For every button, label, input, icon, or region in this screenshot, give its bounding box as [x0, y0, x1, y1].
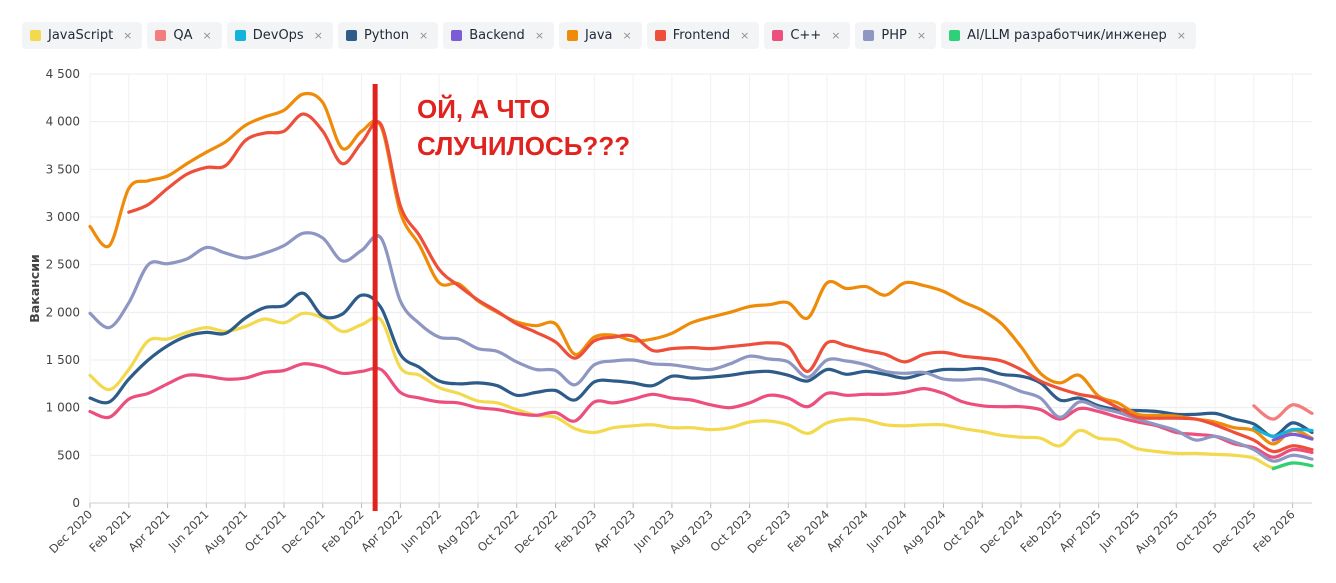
legend-swatch	[567, 30, 579, 41]
series-line-java[interactable]	[88, 91, 1314, 446]
x-tick-label: Feb 2022	[319, 507, 367, 555]
legend-label: AI/LLM разработчик/инженер	[967, 28, 1167, 43]
legend-chip-devops[interactable]: DevOps ×	[226, 22, 333, 49]
legend-label: Java	[585, 28, 613, 43]
legend-swatch	[654, 30, 666, 41]
x-tick-label: Feb 2024	[785, 507, 833, 555]
remove-series-icon[interactable]: ×	[1176, 29, 1186, 42]
annotation-text-line-1: ОЙ, А ЧТО	[417, 94, 550, 124]
legend-label: DevOps	[252, 28, 304, 43]
legend-chip-php[interactable]: PHP ×	[855, 22, 937, 49]
legend-chip-python[interactable]: Python ×	[337, 22, 439, 49]
y-tick-label: 0	[72, 496, 80, 510]
y-axis-label: Вакансии	[27, 254, 42, 322]
y-tick-label: 4 000	[46, 115, 80, 129]
series-lines	[88, 91, 1314, 471]
annotation-text-line-2: СЛУЧИЛОСЬ???	[417, 131, 630, 161]
legend-chip-ai-llm-разработчик-инженер[interactable]: AI/LLM разработчик/инженер ×	[941, 22, 1196, 49]
series-line-php[interactable]	[88, 231, 1314, 463]
series-line-c[interactable]	[88, 362, 1314, 459]
x-tick-label: Feb 2026	[1250, 507, 1298, 555]
legend-chip-java[interactable]: Java ×	[559, 22, 642, 49]
annotation: ОЙ, А ЧТО СЛУЧИЛОСЬ???	[372, 84, 630, 511]
x-tick-label: Apr 2024	[824, 507, 871, 554]
legend-label: Frontend	[672, 28, 731, 43]
legend-chip-qa[interactable]: QA ×	[147, 22, 222, 49]
x-tick-label: Apr 2021	[125, 507, 172, 554]
legend-label: PHP	[881, 28, 907, 43]
remove-series-icon[interactable]: ×	[916, 29, 927, 42]
y-tick-label: 2 500	[46, 258, 80, 272]
x-tick-label: Feb 2023	[552, 507, 600, 555]
legend-label: C++	[790, 28, 822, 43]
legend-label: Backend	[469, 28, 525, 43]
remove-series-icon[interactable]: ×	[831, 29, 841, 42]
series-line-qa[interactable]	[1252, 403, 1314, 421]
legend-swatch	[949, 30, 961, 41]
series-line-python[interactable]	[88, 291, 1314, 438]
x-tick-label: Apr 2023	[591, 507, 638, 554]
remove-series-icon[interactable]: ×	[202, 29, 212, 42]
legend-swatch	[30, 30, 41, 41]
remove-series-icon[interactable]: ×	[622, 29, 632, 42]
legend-swatch	[863, 30, 875, 41]
legend-swatch	[345, 30, 357, 41]
legend-swatch	[155, 30, 167, 41]
legend-chip-c[interactable]: C++ ×	[764, 22, 851, 49]
remove-series-icon[interactable]: ×	[313, 29, 323, 42]
x-tick-label: Feb 2021	[86, 507, 134, 555]
x-tick-label: Dec 2020	[46, 507, 95, 556]
x-tick-label: Apr 2025	[1057, 507, 1104, 554]
y-tick-label: 3 500	[46, 162, 80, 176]
series-line-frontend[interactable]	[127, 112, 1314, 454]
legend-label: Python	[363, 28, 409, 43]
y-tick-label: 1 000	[46, 401, 80, 415]
y-tick-label: 3 000	[46, 210, 80, 224]
legend-label: JavaScript	[48, 28, 114, 43]
series-line-backend[interactable]	[1271, 432, 1314, 442]
y-tick-label: 4 500	[46, 67, 80, 81]
remove-series-icon[interactable]: ×	[419, 29, 429, 42]
legend-swatch	[772, 30, 784, 41]
grid	[89, 73, 1312, 504]
y-tick-label: 2 000	[46, 305, 80, 319]
remove-series-icon[interactable]: ×	[534, 29, 545, 42]
y-axis: 0 500 1 000 1 500 2 000 2 500 3 000 3 500 4 000 4…	[46, 67, 80, 510]
x-tick-label: Feb 2025	[1017, 507, 1065, 555]
series-line-devops[interactable]	[1252, 426, 1314, 438]
y-tick-label: 1 500	[46, 353, 80, 367]
series-line-javascript[interactable]	[88, 311, 1314, 470]
series-line-ai-llm-разработчик-инженер[interactable]	[1271, 461, 1314, 471]
legend-chip-javascript[interactable]: JavaScript ×	[22, 22, 143, 49]
legend-chip-backend[interactable]: Backend ×	[443, 22, 555, 49]
legend-label: QA	[173, 28, 193, 43]
chart-legend: JavaScript × QA × DevOps × Python × Backend × Java…	[22, 22, 1196, 49]
remove-series-icon[interactable]: ×	[740, 29, 750, 42]
legend-swatch	[234, 30, 246, 41]
x-tick-label: Apr 2022	[358, 507, 405, 554]
remove-series-icon[interactable]: ×	[123, 29, 133, 42]
y-tick-label: 500	[57, 448, 80, 462]
legend-swatch	[451, 30, 463, 41]
legend-chip-frontend[interactable]: Frontend ×	[646, 22, 760, 49]
